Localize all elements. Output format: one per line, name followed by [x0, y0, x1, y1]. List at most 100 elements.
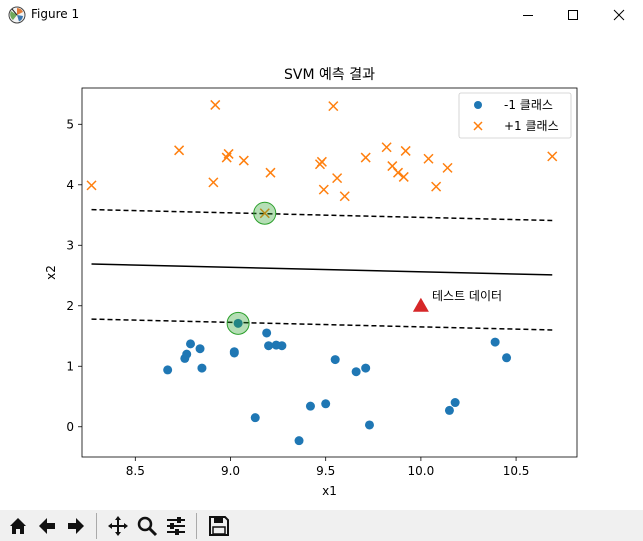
point-pos — [400, 145, 411, 156]
point-neg — [186, 339, 196, 349]
point-neg — [361, 363, 371, 373]
legend: -1 클래스 +1 클래스 — [458, 92, 572, 139]
point-pos — [381, 142, 392, 153]
point-neg — [182, 349, 192, 359]
point-pos — [208, 177, 219, 188]
y-tick-label: 3 — [66, 238, 74, 252]
legend-label-pos: +1 클래스 — [504, 119, 559, 133]
window-titlebar: Figure 1 — [0, 0, 643, 30]
x-tick-label: 9.5 — [316, 464, 335, 478]
point-neg — [163, 365, 173, 375]
figure-canvas[interactable]: SVM 예측 결과 8.5 9.0 9.5 10.0 10.5 0 1 2 3 4 5 x1 x2 … — [0, 30, 643, 510]
point-pos — [328, 101, 339, 112]
plot-area — [81, 87, 578, 458]
point-pos — [174, 145, 185, 156]
zoom-button[interactable] — [134, 513, 160, 539]
test-point-marker — [412, 297, 429, 312]
move-icon — [108, 516, 128, 536]
legend-box — [458, 92, 572, 139]
navigation-toolbar — [0, 510, 643, 541]
legend-marker-pos — [473, 121, 483, 131]
point-neg — [229, 347, 239, 357]
point-pos — [547, 151, 558, 162]
close-icon — [613, 9, 625, 21]
pan-button[interactable] — [105, 513, 131, 539]
home-button[interactable] — [5, 513, 31, 539]
point-pos — [393, 167, 404, 178]
support-vector-marker — [226, 311, 250, 335]
maximize-icon — [568, 10, 578, 20]
point-neg — [264, 341, 274, 351]
point-neg — [450, 398, 460, 408]
point-neg — [444, 405, 454, 415]
margin-line-lower — [91, 318, 553, 331]
point-pos — [318, 184, 329, 195]
point-pos — [238, 155, 249, 166]
save-button[interactable] — [206, 513, 232, 539]
maximize-button[interactable] — [550, 0, 596, 30]
x-tick-label: 8.5 — [126, 464, 145, 478]
point-neg — [294, 436, 304, 446]
toolbar-separator — [96, 513, 97, 539]
point-neg — [490, 337, 500, 347]
y-axis-label: x2 — [44, 265, 58, 280]
x-tick-label: 9.0 — [221, 464, 240, 478]
point-neg — [502, 353, 512, 363]
chart-title: SVM 예측 결과 — [284, 67, 375, 83]
point-neg — [351, 367, 361, 377]
window-title: Figure 1 — [31, 7, 80, 21]
back-button[interactable] — [34, 513, 60, 539]
point-pos — [265, 167, 276, 178]
point-pos — [86, 180, 97, 191]
point-neg — [262, 328, 272, 338]
x-axis-label: x1 — [322, 484, 337, 498]
sliders-icon — [167, 517, 185, 535]
legend-label-neg: -1 클래스 — [504, 98, 553, 112]
margin-line-upper — [91, 208, 553, 222]
arrow-left-icon — [39, 518, 55, 534]
minimize-icon — [523, 15, 533, 16]
y-tick-label: 0 — [66, 420, 74, 434]
point-neg — [330, 355, 340, 365]
point-neg — [195, 344, 205, 354]
point-neg — [277, 341, 287, 351]
point-pos — [339, 191, 350, 202]
point-pos — [316, 156, 327, 167]
subplots-button[interactable] — [163, 513, 189, 539]
save-icon — [209, 516, 229, 536]
point-pos — [360, 152, 371, 163]
close-button[interactable] — [596, 0, 642, 30]
point-neg — [197, 363, 207, 373]
support-vector-marker — [253, 201, 277, 225]
point-neg — [305, 401, 315, 411]
point-pos — [423, 153, 434, 164]
y-tick-label: 1 — [66, 359, 74, 373]
x-tick-label: 10.5 — [503, 464, 530, 478]
point-pos — [398, 171, 409, 182]
point-neg — [233, 318, 243, 328]
test-point-label: 테스트 데이터 — [432, 289, 502, 303]
point-neg — [250, 413, 260, 423]
point-pos — [223, 148, 234, 159]
point-neg — [321, 399, 331, 409]
matplotlib-icon — [8, 6, 26, 24]
y-tick-label: 5 — [66, 117, 74, 131]
y-tick-label: 2 — [66, 299, 74, 313]
point-neg — [364, 420, 374, 430]
forward-button[interactable] — [63, 513, 89, 539]
decision-boundary-line — [91, 263, 553, 276]
minimize-button[interactable] — [505, 0, 551, 30]
x-tick-label: 10.0 — [408, 464, 435, 478]
point-pos — [259, 208, 270, 219]
legend-marker-neg — [474, 101, 482, 109]
y-tick-label: 4 — [66, 178, 74, 192]
point-pos — [332, 173, 343, 184]
arrow-right-icon — [68, 518, 84, 534]
toolbar-separator — [196, 513, 197, 539]
zoom-icon — [137, 516, 158, 537]
point-pos — [431, 181, 442, 192]
home-icon — [10, 518, 26, 534]
point-pos — [442, 162, 453, 173]
point-pos — [210, 99, 221, 110]
